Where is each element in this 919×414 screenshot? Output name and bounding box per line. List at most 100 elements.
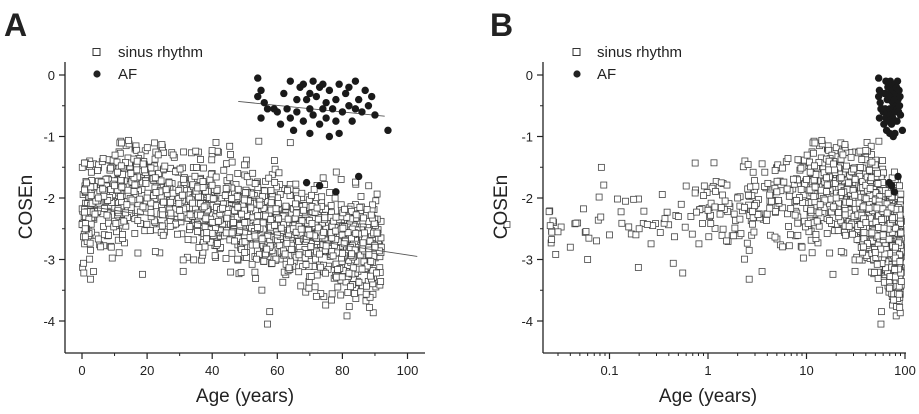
sinus-rhythm-point [873,204,881,212]
sinus-rhythm-point [811,139,819,147]
sinus-rhythm-point [842,231,850,239]
sinus-rhythm-point [234,203,242,211]
sinus-rhythm-point [271,178,279,186]
sinus-rhythm-point [731,224,739,232]
sinus-rhythm-point [332,168,340,176]
af-point [895,86,903,95]
sinus-rhythm-point [124,186,132,194]
sinus-rhythm-point [318,193,326,201]
sinus-rhythm-point [87,246,94,254]
af-point [273,108,281,116]
sinus-rhythm-point [891,168,898,176]
sinus-rhythm-point [663,208,671,216]
sinus-rhythm-point [251,268,259,276]
sinus-rhythm-point [730,210,738,218]
sinus-rhythm-point [794,231,802,239]
sinus-rhythm-point [158,141,166,149]
sinus-rhythm-point [328,290,336,298]
sinus-rhythm-point [797,186,805,193]
sinus-rhythm-point [723,181,731,189]
sinus-rhythm-point [373,269,380,277]
sinus-rhythm-point [891,254,899,262]
sinus-rhythm-point [186,223,194,230]
sinus-rhythm-point [625,223,633,231]
af-point [315,120,324,128]
sinus-rhythm-point [799,254,807,262]
sinus-rhythm-point [699,220,706,227]
sinus-rhythm-point [345,303,353,311]
sinus-rhythm-point [597,213,605,221]
x-tick-label: 0.1 [600,363,618,378]
sinus-rhythm-point [251,180,259,188]
sinus-rhythm-point [302,261,310,269]
sinus-rhythm-point [322,242,330,250]
sinus-rhythm-point [194,221,201,228]
sinus-rhythm-point [773,177,781,185]
sinus-rhythm-point [640,207,648,215]
sinus-rhythm-point [876,286,884,294]
sinus-rhythm-point [333,273,340,281]
panel-b-x-axis-label: Age (years) [659,386,757,407]
sinus-rhythm-point [174,230,181,238]
sinus-rhythm-point [123,201,131,209]
af-point [289,126,298,135]
sinus-rhythm-point [343,213,351,221]
sinus-rhythm-point [122,159,129,166]
sinus-rhythm-point [859,203,867,211]
sinus-rhythm-point [617,208,625,216]
sinus-rhythm-point [595,193,603,201]
sinus-rhythm-point [201,223,209,230]
panel-a-legend-label-sinus: sinus rhythm [118,44,203,61]
sinus-rhythm-point [175,199,183,207]
sinus-rhythm-point [717,179,725,187]
sinus-rhythm-point [716,210,724,218]
sinus-rhythm-point [241,161,248,169]
sinus-rhythm-point [220,166,228,174]
sinus-rhythm-point [859,243,867,251]
sinus-rhythm-point [793,197,800,204]
panel-b-x-ticks: 0.1 1 10 100 [557,353,916,378]
sinus-rhythm-point [267,187,275,194]
sinus-rhythm-point [160,198,167,206]
sinus-rhythm-point [241,219,249,227]
sinus-rhythm-point [212,173,220,181]
sinus-rhythm-point [143,194,151,202]
sinus-rhythm-point [158,222,166,230]
sinus-rhythm-point [873,260,881,268]
sinus-rhythm-point [86,161,94,168]
sinus-rhythm-point [154,151,162,159]
sinus-rhythm-point [195,244,203,251]
sinus-rhythm-point [271,157,278,165]
af-point [874,74,883,82]
sinus-rhythm-point [107,243,115,251]
af-point [893,117,901,125]
sinus-rhythm-point [295,251,303,259]
af-point [895,102,904,110]
af-point [893,77,902,85]
sinus-rhythm-point [862,219,870,227]
sinus-rhythm-point [332,213,340,221]
af-point [254,92,262,101]
sinus-rhythm-point [177,212,185,220]
panel-a-legend-square-marker [92,48,101,56]
sinus-rhythm-point [107,164,114,172]
sinus-rhythm-point [247,204,255,212]
sinus-rhythm-point [874,275,882,282]
sinus-rhythm-point [810,193,818,201]
af-point [361,86,369,95]
sinus-rhythm-point [113,158,121,166]
sinus-rhythm-point [305,284,313,292]
sinus-rhythm-point [227,268,235,276]
sinus-rhythm-point [242,189,249,197]
sinus-rhythm-point [348,250,356,258]
sinus-rhythm-point [745,246,753,254]
sinus-rhythm-point [94,235,102,243]
sinus-rhythm-point [118,139,126,147]
sinus-rhythm-point [682,182,690,190]
sinus-rhythm-point [867,142,875,150]
sinus-rhythm-point [647,240,655,248]
sinus-rhythm-point [779,243,787,251]
sinus-rhythm-point [367,211,375,219]
sinus-rhythm-point [111,151,119,159]
af-point [319,80,327,88]
